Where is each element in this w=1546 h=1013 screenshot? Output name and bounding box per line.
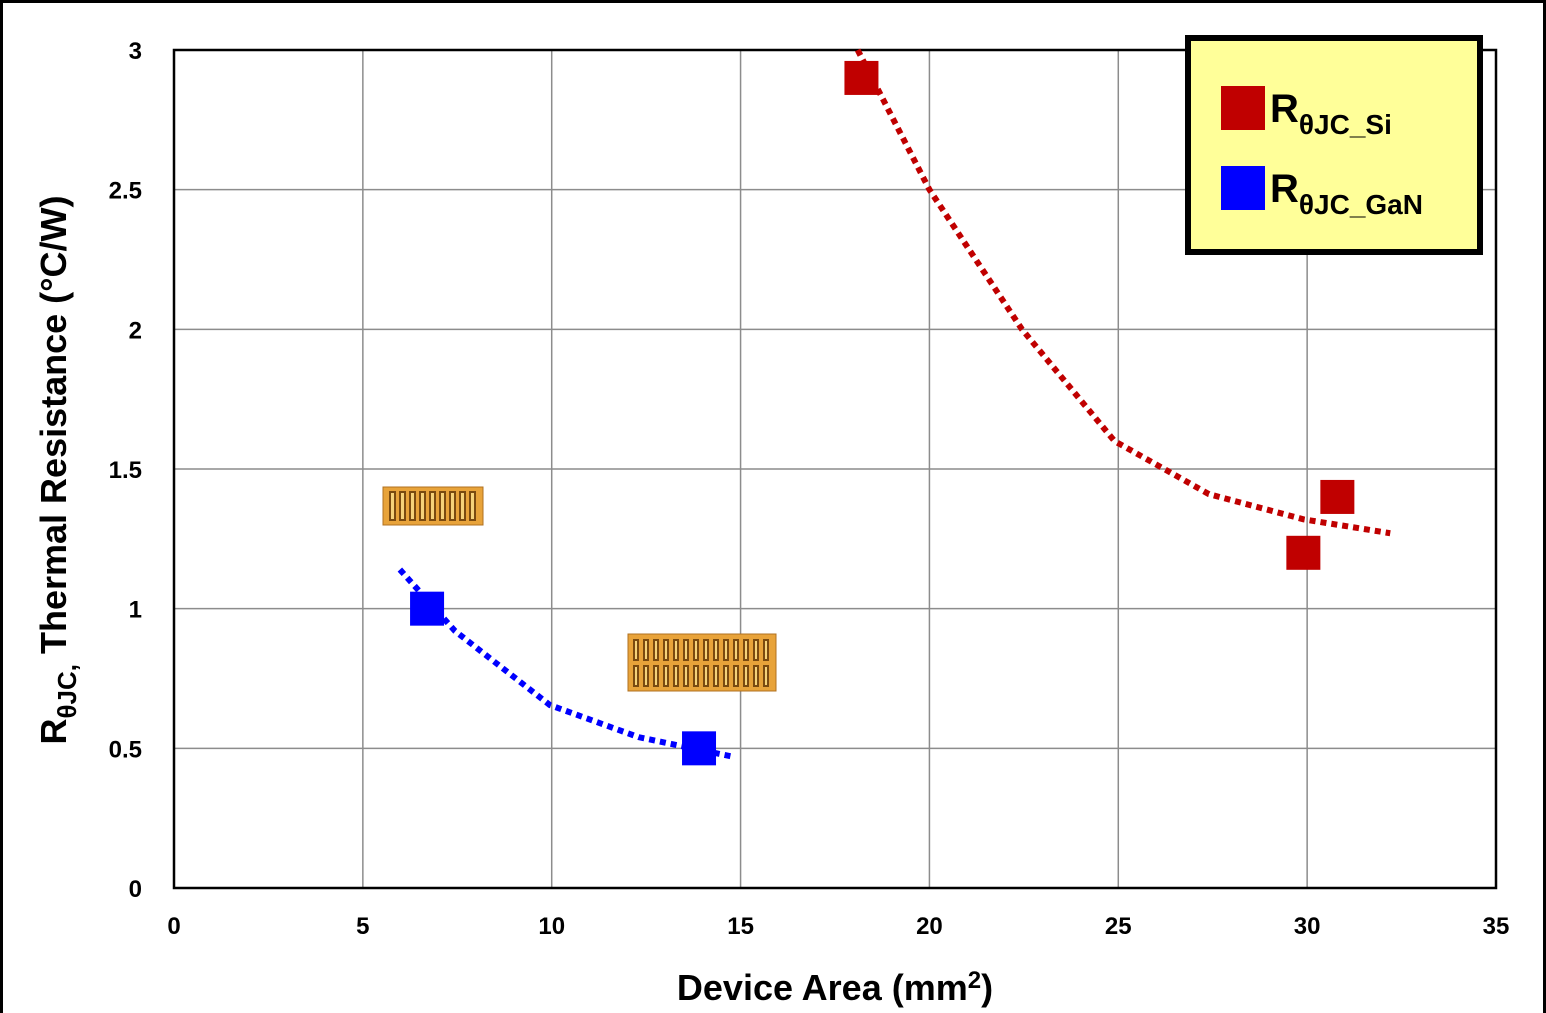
y-tick-label: 2 xyxy=(129,317,142,344)
marker xyxy=(410,591,445,626)
legend-marker xyxy=(1221,166,1265,210)
marker xyxy=(1320,479,1355,514)
x-tick-label: 35 xyxy=(1483,913,1510,940)
plot-border xyxy=(172,48,1498,890)
x-tick-label: 10 xyxy=(538,913,565,940)
y-tick-label: 2.5 xyxy=(109,178,142,205)
x-tick-label: 5 xyxy=(356,913,369,940)
legend-label-sub: θJC_Si xyxy=(1299,109,1392,140)
x-tick-label: 30 xyxy=(1294,913,1321,940)
legend-box xyxy=(1185,35,1483,255)
marker xyxy=(682,731,717,766)
y-tick-label: 0.5 xyxy=(109,736,142,763)
x-axis-title: Device Area (mm2) xyxy=(677,967,993,1008)
x-tick-label: 20 xyxy=(916,913,943,940)
y-tick-label: 1.5 xyxy=(109,457,142,484)
x-tick-label: 0 xyxy=(167,913,180,940)
legend-label-main: R xyxy=(1270,87,1299,131)
y-tick-label: 3 xyxy=(129,38,142,65)
y-tick-label: 1 xyxy=(129,597,142,624)
y-tick-label: 0 xyxy=(129,876,142,903)
marker xyxy=(844,60,879,95)
legend-label: RθJC_Si xyxy=(1270,87,1392,140)
legend-label-sub: θJC_GaN xyxy=(1299,189,1423,220)
x-tick-label: 25 xyxy=(1105,913,1132,940)
y-axis-title: RθJC, Thermal Resistance (°C/W) xyxy=(33,195,82,744)
legend-label-main: R xyxy=(1270,167,1299,211)
marker xyxy=(1286,535,1321,570)
x-tick-label: 15 xyxy=(727,913,754,940)
legend-marker xyxy=(1221,86,1265,130)
chip-image xyxy=(382,486,484,526)
chip-image xyxy=(627,633,777,692)
legend-label: RθJC_GaN xyxy=(1270,167,1423,220)
trendline xyxy=(854,48,1391,537)
